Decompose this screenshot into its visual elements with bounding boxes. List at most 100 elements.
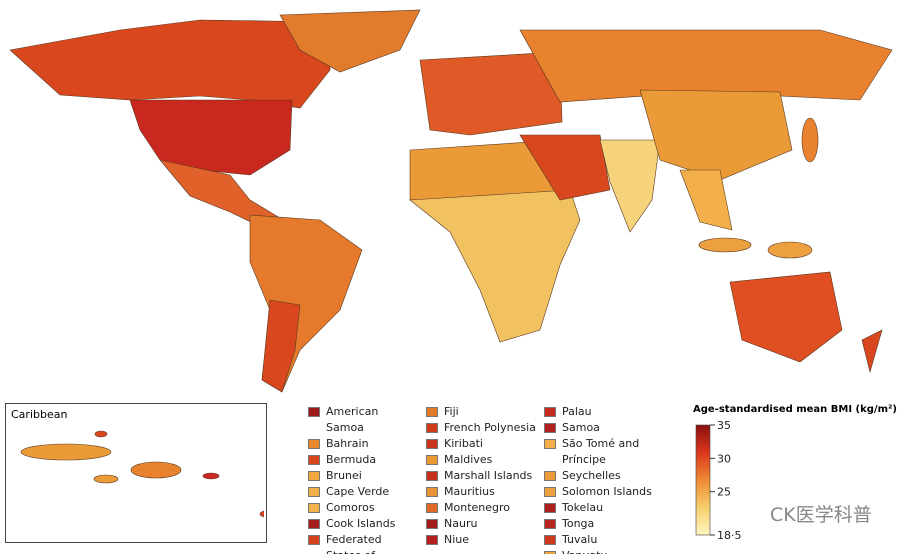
inset-map <box>20 430 273 518</box>
legend-item: Tonga <box>544 516 662 532</box>
legend-label: Bahrain <box>326 437 369 450</box>
island <box>93 474 119 484</box>
legend-item: American Samoa <box>308 404 426 436</box>
legend-swatch <box>426 503 438 513</box>
legend-swatch <box>308 455 320 465</box>
island <box>202 472 220 480</box>
legend-item: Tuvalu <box>544 532 662 548</box>
legend-label: Tokelau <box>562 501 604 514</box>
southeast-asia <box>679 169 733 231</box>
legend-swatch <box>426 519 438 529</box>
island <box>259 510 273 518</box>
legend-item: Federated States of Micronesia <box>308 532 426 554</box>
island <box>20 443 112 461</box>
colorbar: 35 30 25 18·5 <box>695 420 742 542</box>
legend-item: Cape Verde <box>308 484 426 500</box>
legend-item: Cook Islands <box>308 516 426 532</box>
legend-item: São Tomé and Príncipe <box>544 436 662 468</box>
legend-label: Mauritius <box>444 485 495 498</box>
legend-item: Fiji <box>426 404 544 420</box>
legend-label: American Samoa <box>326 405 379 434</box>
legend-item: Marshall Islands <box>426 468 544 484</box>
legend-label: Solomon Islands <box>562 485 652 498</box>
world-map <box>9 9 893 393</box>
legend-label: Comoros <box>326 501 375 514</box>
small-country-legend: American Samoa Bahrain Bermuda Brunei Cape V… <box>308 404 662 554</box>
legend-item: Bahrain <box>308 436 426 452</box>
legend-label: Brunei <box>326 469 362 482</box>
australia <box>729 271 843 363</box>
legend-label: Cape Verde <box>326 485 390 498</box>
north-america <box>9 19 331 109</box>
south-cone <box>261 299 301 393</box>
new-guinea <box>767 241 813 259</box>
legend-label: Federated States of Micronesia <box>326 533 382 554</box>
legend-label: Seychelles <box>562 469 621 482</box>
legend-item: Solomon Islands <box>544 484 662 500</box>
usa <box>129 99 293 176</box>
legend-label: Maldives <box>444 453 493 466</box>
colorbar-ramp <box>695 424 711 536</box>
legend-swatch <box>426 439 438 449</box>
legend-item: Montenegro <box>426 500 544 516</box>
new-zealand <box>861 329 883 374</box>
legend-swatch <box>308 439 320 449</box>
legend-swatch <box>308 407 320 417</box>
legend-label: Samoa <box>562 421 600 434</box>
legend-label: Tonga <box>562 517 595 530</box>
legend-label: Niue <box>444 533 470 546</box>
legend-swatch <box>308 535 320 545</box>
legend-item: Maldives <box>426 452 544 468</box>
colorbar-title: Age-standardised mean BMI (kg/m²) <box>693 404 897 415</box>
japan <box>801 117 819 163</box>
inset-box: Caribbean <box>5 403 273 543</box>
legend-label: Bermuda <box>326 453 377 466</box>
legend-swatch <box>544 407 556 417</box>
legend-swatch <box>426 423 438 433</box>
island <box>130 461 182 479</box>
greenland <box>279 9 421 73</box>
legend-swatch <box>544 423 556 433</box>
indonesia <box>698 237 752 253</box>
legend-item: Mauritius <box>426 484 544 500</box>
legend-column: Fiji French Polynesia Kiribati Maldives Mars… <box>426 404 544 554</box>
legend-item: French Polynesia <box>426 420 544 436</box>
legend-swatch <box>544 487 556 497</box>
legend-swatch <box>426 487 438 497</box>
legend-swatch <box>426 455 438 465</box>
legend-item: Comoros <box>308 500 426 516</box>
legend-item: Bermuda <box>308 452 426 468</box>
legend-item: Vanuatu <box>544 548 662 554</box>
colorbar-tick-label: 35 <box>717 420 731 432</box>
island <box>94 430 108 438</box>
legend-swatch <box>308 487 320 497</box>
legend-item: Niue <box>426 532 544 548</box>
legend-swatch <box>426 471 438 481</box>
legend-swatch <box>308 503 320 513</box>
colorbar-tick-label: 30 <box>717 452 731 465</box>
colorbar-tick-label: 25 <box>717 486 731 499</box>
legend-label: Nauru <box>444 517 478 530</box>
legend-swatch <box>544 535 556 545</box>
south-asia <box>599 139 661 233</box>
legend-label: Vanuatu <box>562 548 654 554</box>
legend-label: Fiji <box>444 405 459 418</box>
legend-label: Palau <box>562 405 592 418</box>
legend-label: Kiribati <box>444 437 483 450</box>
legend-item: Palau <box>544 404 662 420</box>
legend-item: Seychelles <box>544 468 662 484</box>
middle-east <box>519 134 611 201</box>
legend-swatch <box>426 407 438 417</box>
east-asia <box>639 89 793 181</box>
russia <box>519 29 893 103</box>
legend-swatch <box>544 439 556 449</box>
legend-item: Nauru <box>426 516 544 532</box>
inset-title: Caribbean <box>11 408 68 421</box>
watermark: CK医学科普 <box>770 504 872 526</box>
legend-swatch <box>544 471 556 481</box>
legend-item: Brunei <box>308 468 426 484</box>
legend-swatch <box>544 551 556 554</box>
legend-column: American Samoa Bahrain Bermuda Brunei Cape V… <box>308 404 426 554</box>
legend-label: Montenegro <box>444 501 511 514</box>
